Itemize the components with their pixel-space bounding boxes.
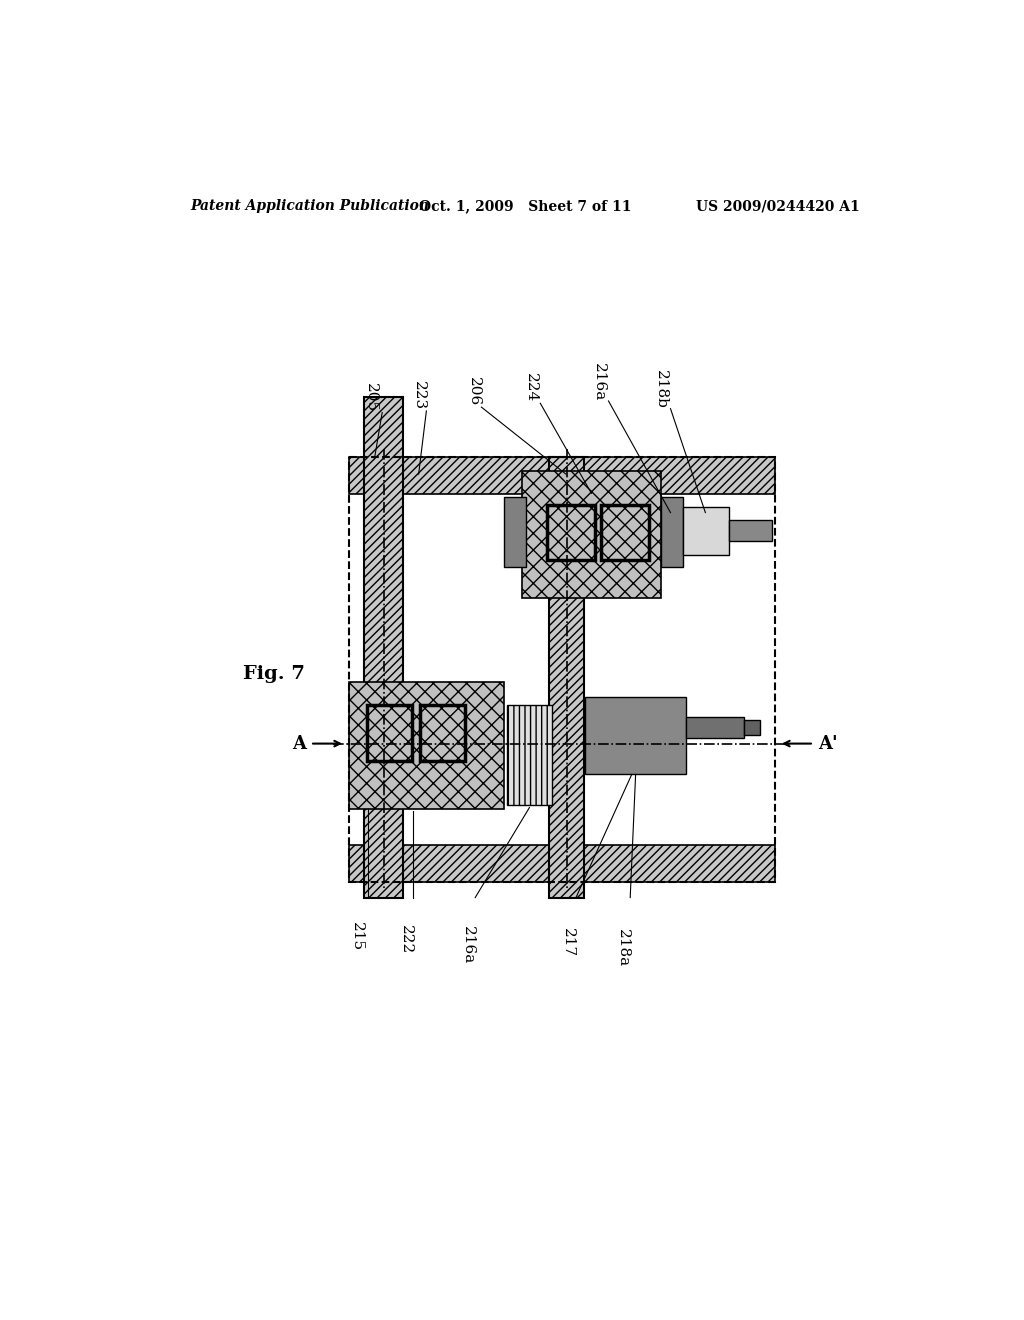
Bar — [686, 717, 744, 738]
Text: 218a: 218a — [615, 928, 630, 966]
Bar — [504, 498, 525, 566]
Bar — [349, 457, 775, 882]
Bar — [549, 457, 585, 898]
Bar — [662, 498, 683, 566]
Text: 216a: 216a — [461, 927, 474, 965]
Bar — [349, 682, 504, 809]
Text: A: A — [292, 735, 306, 752]
Bar — [729, 520, 772, 541]
Bar — [601, 506, 649, 560]
Bar — [586, 697, 686, 775]
Text: 206: 206 — [467, 378, 481, 407]
Bar — [420, 705, 465, 760]
Text: 222: 222 — [398, 925, 413, 954]
Text: A': A' — [818, 735, 838, 752]
Bar — [349, 845, 775, 882]
Bar — [744, 719, 760, 735]
Bar — [521, 471, 662, 598]
Text: 223: 223 — [412, 381, 426, 411]
Text: 205: 205 — [364, 383, 378, 412]
Bar — [365, 397, 403, 898]
Text: 215: 215 — [350, 921, 365, 950]
Text: 224: 224 — [524, 374, 538, 403]
Bar — [349, 457, 775, 494]
Bar — [547, 506, 595, 560]
Text: 217: 217 — [561, 928, 575, 957]
Text: 216a: 216a — [592, 363, 606, 401]
Bar — [367, 705, 412, 760]
Bar — [683, 507, 729, 554]
Bar — [507, 705, 552, 805]
Text: US 2009/0244420 A1: US 2009/0244420 A1 — [696, 199, 859, 213]
Text: 218b: 218b — [654, 370, 669, 409]
Text: Patent Application Publication: Patent Application Publication — [190, 199, 429, 213]
Text: Oct. 1, 2009   Sheet 7 of 11: Oct. 1, 2009 Sheet 7 of 11 — [419, 199, 631, 213]
Text: Fig. 7: Fig. 7 — [243, 665, 304, 684]
